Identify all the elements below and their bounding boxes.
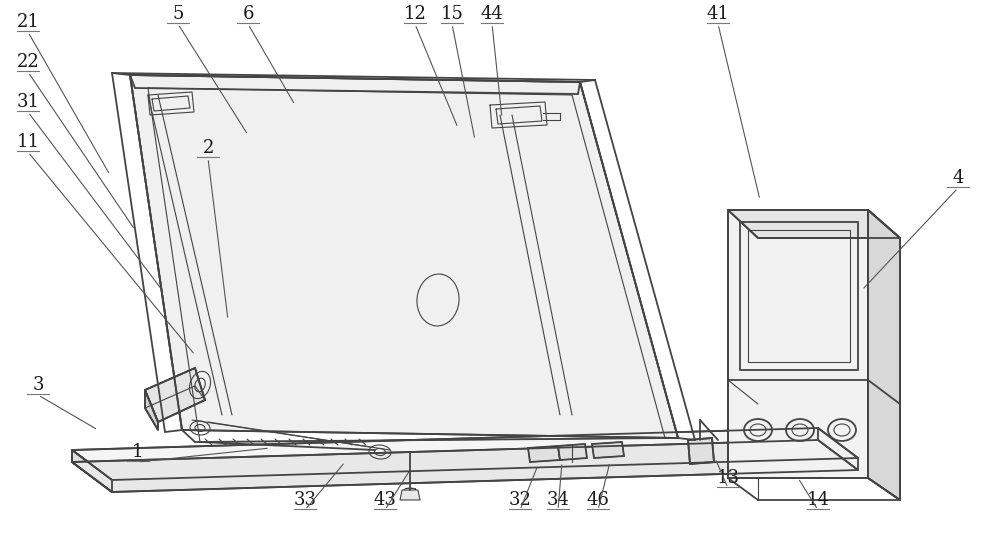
- Text: 46: 46: [587, 491, 609, 509]
- Polygon shape: [592, 442, 624, 458]
- Text: 21: 21: [17, 13, 39, 31]
- Text: 11: 11: [16, 133, 40, 151]
- Text: 43: 43: [374, 491, 396, 509]
- Text: 5: 5: [172, 5, 184, 23]
- Polygon shape: [558, 444, 587, 460]
- Text: 22: 22: [17, 53, 39, 71]
- Polygon shape: [868, 210, 900, 500]
- Text: 34: 34: [547, 491, 569, 509]
- Polygon shape: [145, 368, 205, 422]
- Polygon shape: [728, 210, 900, 238]
- Polygon shape: [72, 450, 112, 492]
- Polygon shape: [728, 210, 868, 478]
- Polygon shape: [72, 428, 858, 480]
- Text: 6: 6: [242, 5, 254, 23]
- Text: 3: 3: [32, 376, 44, 394]
- Polygon shape: [688, 438, 714, 464]
- Polygon shape: [818, 428, 858, 470]
- Text: 13: 13: [716, 469, 740, 487]
- Text: 15: 15: [441, 5, 463, 23]
- Text: 41: 41: [707, 5, 729, 23]
- Text: 1: 1: [132, 443, 144, 461]
- Polygon shape: [145, 390, 158, 430]
- Text: 4: 4: [952, 169, 964, 187]
- Text: 33: 33: [294, 491, 316, 509]
- Text: 31: 31: [16, 93, 40, 111]
- Polygon shape: [528, 446, 560, 462]
- Polygon shape: [130, 75, 678, 438]
- Polygon shape: [400, 490, 420, 500]
- Text: 32: 32: [509, 491, 531, 509]
- Polygon shape: [72, 440, 858, 492]
- Text: 12: 12: [404, 5, 426, 23]
- Text: 44: 44: [481, 5, 503, 23]
- Text: 2: 2: [202, 139, 214, 157]
- Text: 14: 14: [807, 491, 829, 509]
